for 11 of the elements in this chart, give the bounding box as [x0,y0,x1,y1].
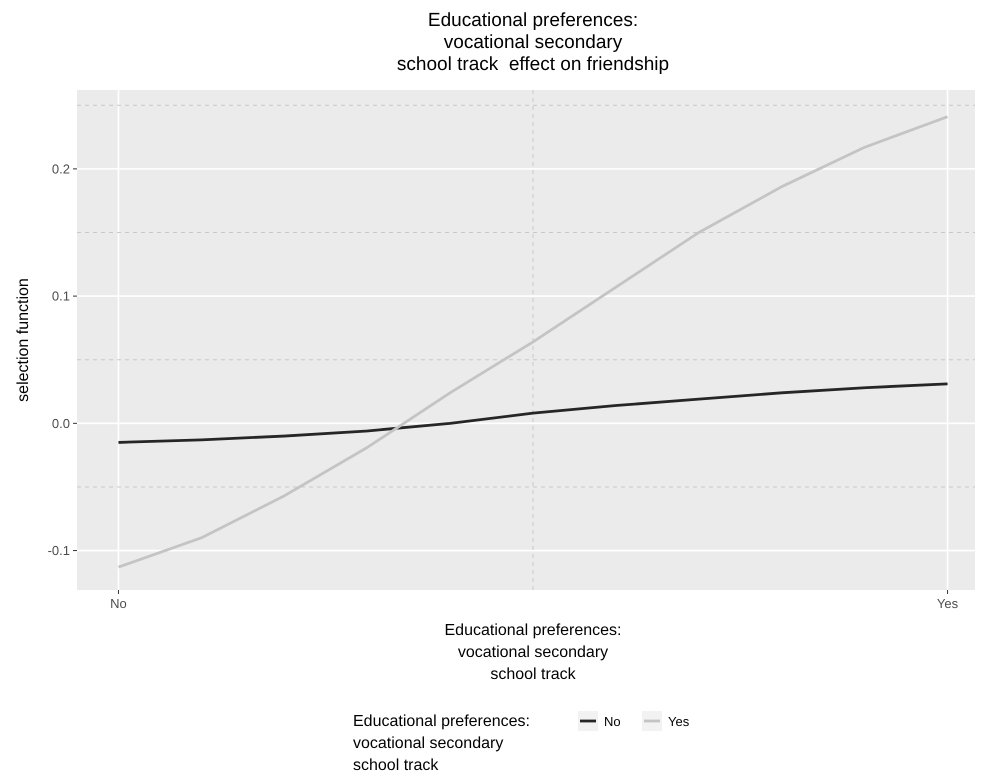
y-axis-title: selection function [15,278,32,402]
y-tick-label: -0.1 [48,543,70,558]
y-tick-label: 0.2 [52,161,70,176]
y-tick-label: 0.0 [52,416,70,431]
x-axis-title: Educational preferences: vocational secondary school track [444,622,622,683]
y-tick-label: 0.1 [52,288,70,304]
legend-label: Yes [668,714,690,729]
chart-title: Educational preferences: vocational secondary school track effect on friendship [396,10,670,75]
legend-label: No [604,714,621,729]
line-series [117,382,949,444]
legend-title: Educational preferences: vocational secondary school track [353,713,530,774]
